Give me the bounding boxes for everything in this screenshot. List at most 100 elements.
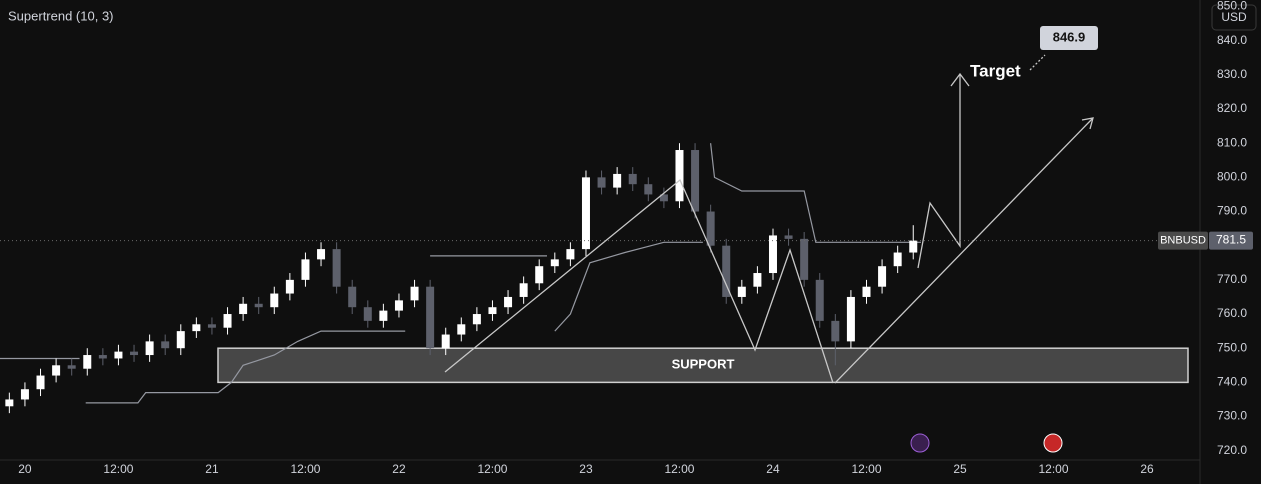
x-tick-label: 22 — [392, 462, 406, 476]
arrow-head — [1081, 117, 1094, 130]
x-tick-label: 26 — [1140, 462, 1154, 476]
y-tick-label: 800.0 — [1217, 170, 1247, 184]
candle-body — [130, 351, 139, 356]
candle-body — [98, 355, 107, 359]
y-tick-label: 750.0 — [1217, 340, 1247, 354]
last-price-label: 781.5 — [1216, 233, 1246, 247]
target-label: Target — [970, 61, 1021, 80]
candle-body — [192, 324, 201, 332]
candle-body — [20, 389, 29, 400]
candle-body — [581, 177, 590, 250]
x-tick-label: 12:00 — [1038, 462, 1068, 476]
last-price-box — [1209, 231, 1253, 250]
candle-body — [114, 351, 123, 359]
x-tick-label: 12:00 — [664, 462, 694, 476]
last-price: BNBUSD 781.5 — [0, 231, 1253, 250]
y-tick-label: 740.0 — [1217, 375, 1247, 389]
candle-body — [613, 173, 622, 188]
candle-body — [441, 334, 450, 349]
candle-body — [831, 320, 840, 342]
candle-body — [426, 286, 435, 349]
y-tick-label: 820.0 — [1217, 101, 1247, 115]
candle-body — [566, 249, 575, 260]
candle-body — [597, 177, 606, 188]
y-tick-label: 840.0 — [1217, 33, 1247, 47]
candle-body — [239, 303, 248, 315]
candle-body — [784, 235, 793, 239]
candle-body — [207, 324, 216, 328]
support-rect — [217, 347, 1189, 384]
candle-body — [815, 279, 824, 321]
candle-body — [488, 307, 497, 315]
axes: 720.0730.0740.0750.0760.0770.0780.0790.0… — [18, 0, 1247, 476]
candle-body — [644, 184, 653, 195]
flag-icon[interactable] — [1043, 433, 1063, 453]
target-path — [917, 75, 961, 269]
candle-body — [223, 314, 232, 328]
y-tick-label: 730.0 — [1217, 409, 1247, 423]
candle-body — [550, 259, 559, 267]
x-tick-label: 12:00 — [851, 462, 881, 476]
candle-body — [472, 314, 481, 325]
x-tick-label: 24 — [766, 462, 780, 476]
x-tick-label: 12:00 — [103, 462, 133, 476]
symbol-box — [1158, 231, 1208, 250]
target-value: 846.9 — [1053, 29, 1086, 44]
support-label: SUPPORT — [672, 357, 735, 372]
y-tick-label: 770.0 — [1217, 272, 1247, 286]
currency-button[interactable] — [1211, 4, 1257, 31]
candle-body — [675, 150, 684, 202]
candle-body — [519, 283, 528, 297]
candle-body — [800, 238, 809, 280]
candle-body — [691, 150, 700, 212]
candle-body — [36, 375, 45, 390]
candle-body — [285, 279, 294, 294]
currency-label[interactable]: USD — [1221, 10, 1247, 24]
candle-body — [394, 300, 403, 311]
candle-body — [909, 240, 918, 253]
arrow-head — [950, 72, 970, 87]
target-connector — [1029, 54, 1046, 71]
candle-body — [348, 286, 357, 308]
x-tick-label: 12:00 — [477, 462, 507, 476]
supertrend-line — [0, 143, 921, 404]
candle-body — [379, 310, 388, 321]
y-tick-label: 850.0 — [1217, 0, 1247, 13]
candle-body — [410, 286, 419, 301]
x-tick-label: 12:00 — [290, 462, 320, 476]
x-tick-label: 20 — [18, 462, 32, 476]
candle-body — [176, 331, 185, 349]
candle-body — [878, 266, 887, 287]
candle-body — [67, 365, 76, 369]
candle-body — [737, 286, 746, 297]
candle-body — [457, 324, 466, 335]
x-tick-label: 25 — [953, 462, 967, 476]
candle-body — [5, 399, 14, 407]
y-tick-label: 810.0 — [1217, 135, 1247, 149]
event-icon[interactable] — [910, 433, 930, 453]
symbol-label: BNBUSD — [1160, 234, 1206, 246]
candle-body — [83, 355, 92, 369]
y-tick-label: 760.0 — [1217, 306, 1247, 320]
support-zone: SUPPORT — [217, 347, 1189, 384]
candle-body — [504, 296, 513, 308]
candle-body — [862, 286, 871, 297]
candle-body — [722, 245, 731, 297]
candle-body — [161, 341, 170, 349]
x-tick-label: 21 — [205, 462, 219, 476]
x-tick-label: 23 — [579, 462, 593, 476]
candles — [5, 143, 918, 414]
candle-body — [301, 259, 310, 280]
target-box — [1040, 26, 1098, 50]
candle-body — [846, 296, 855, 342]
candle-body — [317, 249, 326, 260]
supertrend — [0, 143, 921, 404]
y-tick-label: 790.0 — [1217, 204, 1247, 218]
y-tick-label: 720.0 — [1217, 443, 1247, 457]
indicator-title: Supertrend (10, 3) — [8, 8, 114, 23]
candle-body — [363, 307, 372, 321]
candle-body — [753, 273, 762, 287]
candle-body — [535, 266, 544, 284]
